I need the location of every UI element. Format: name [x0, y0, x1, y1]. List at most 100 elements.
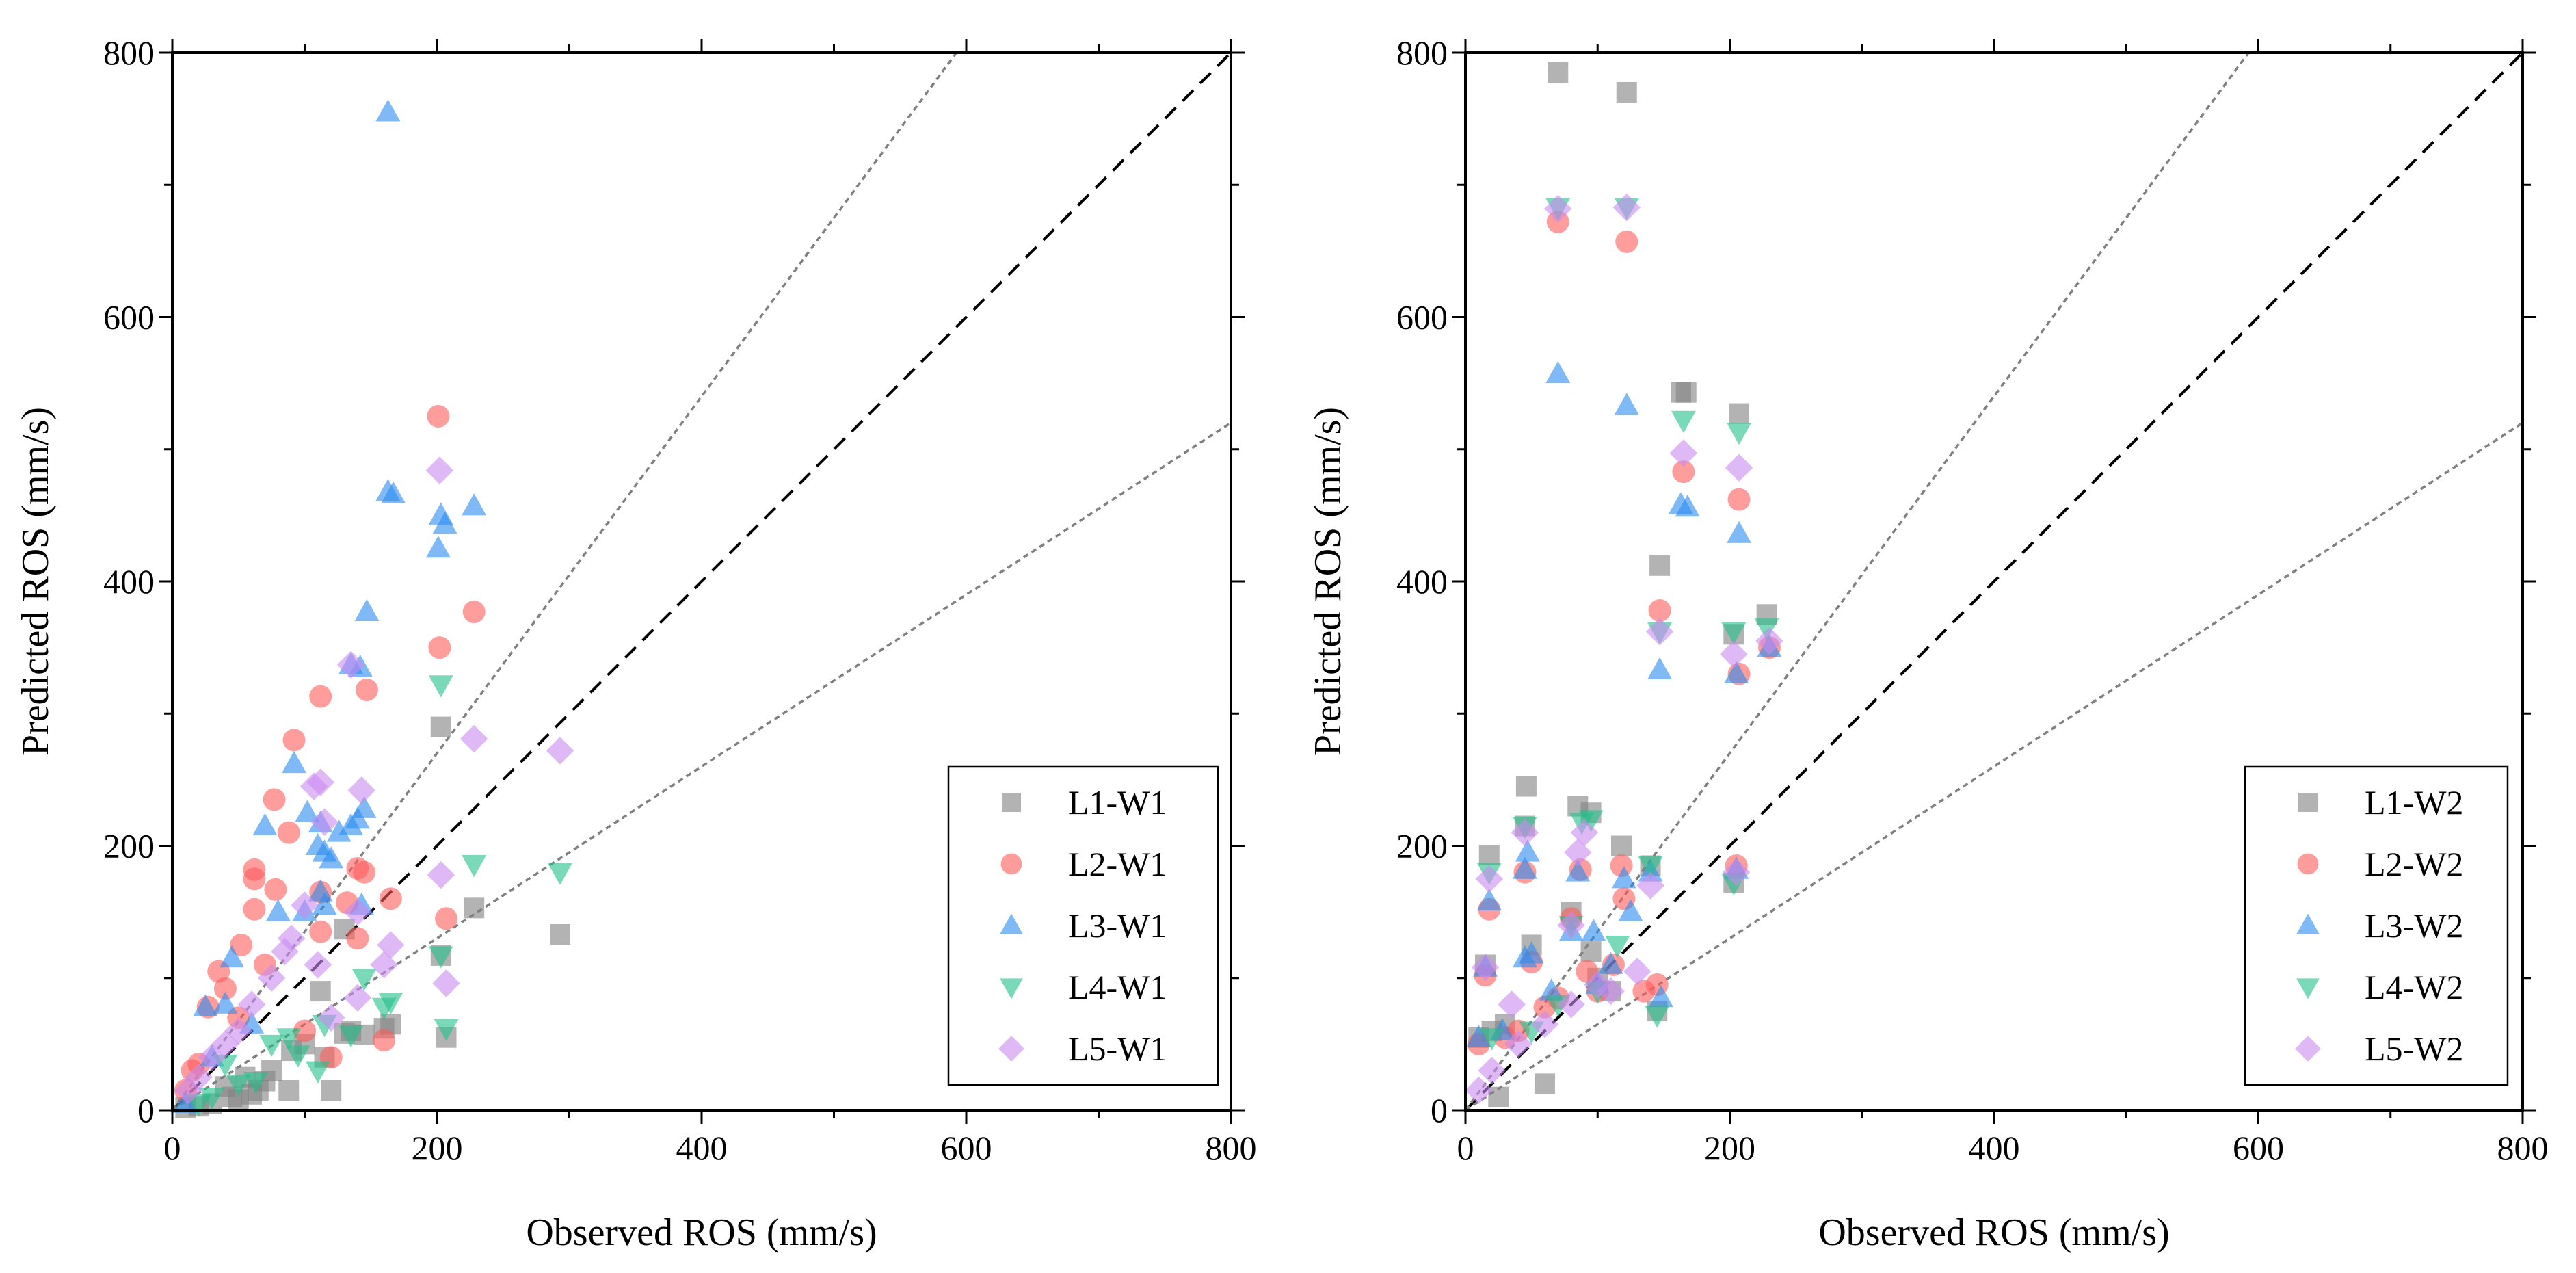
data-point	[1581, 919, 1606, 941]
data-point	[343, 897, 372, 926]
data-point	[432, 512, 457, 534]
data-point	[1597, 977, 1625, 1006]
data-point	[336, 651, 365, 679]
y-tick-label: 600	[1396, 298, 1448, 337]
data-point	[1478, 845, 1500, 866]
data-point	[1534, 1073, 1555, 1094]
data-point	[1727, 521, 1752, 543]
data-point	[1498, 990, 1526, 1019]
data-point	[243, 867, 266, 891]
legend: L1-W2 L2-W2 L3-W2 L4-W2 L5-W2	[2244, 765, 2509, 1086]
data-point	[546, 737, 574, 765]
data-point	[271, 937, 299, 966]
data-point	[1511, 818, 1539, 847]
legend-marker-triangle-down	[2296, 978, 2320, 999]
data-point	[213, 977, 237, 1000]
data-point	[1675, 382, 1697, 403]
data-point	[1548, 62, 1569, 83]
data-point	[1478, 1056, 1506, 1085]
x-tick-label: 800	[2497, 1129, 2549, 1167]
legend-marker-diamond	[2295, 1036, 2321, 1062]
data-point	[371, 997, 397, 1021]
data-point	[276, 1028, 302, 1051]
data-point	[1724, 661, 1749, 683]
data-point	[428, 636, 451, 659]
data-point	[226, 1074, 251, 1097]
data-point	[1725, 454, 1753, 482]
data-point	[346, 927, 369, 950]
legend-marker-triangle-up	[2296, 913, 2320, 934]
data-point	[265, 899, 291, 921]
legend-marker-triangle-down	[1000, 978, 1023, 999]
data-point	[375, 99, 401, 122]
data-point	[1512, 856, 1537, 879]
data-point	[282, 729, 306, 752]
data-point	[1611, 866, 1636, 889]
data-point	[1615, 230, 1638, 253]
data-point	[427, 404, 450, 428]
x-tick-label: 600	[2233, 1129, 2284, 1167]
data-point	[186, 1094, 211, 1117]
data-point	[1618, 899, 1643, 921]
data-point	[309, 920, 332, 943]
data-point	[326, 819, 351, 842]
left-scatter-panel: Observed ROS (mm/s) Predicted ROS (mm/s)…	[14, 34, 1257, 1254]
y-tick-label: 200	[103, 827, 155, 865]
data-point	[428, 946, 453, 969]
data-point	[1647, 657, 1673, 679]
legend-label: L4-W1	[1068, 968, 1167, 1006]
legend-label: L5-W2	[2365, 1029, 2463, 1068]
legend-label: L3-W1	[1068, 906, 1167, 945]
y-tick-label: 800	[1396, 34, 1448, 72]
data-point	[1623, 957, 1651, 986]
y-axis-title: Predicted ROS (mm/s)	[1307, 407, 1349, 756]
legend-label: L2-W1	[1068, 845, 1167, 883]
data-point	[285, 1045, 310, 1068]
reference-line-upper-bound	[1465, 53, 2250, 1110]
legend-label: L3-W2	[2365, 906, 2463, 945]
data-point	[428, 675, 453, 698]
data-point	[434, 1019, 459, 1041]
data-point	[1727, 488, 1751, 511]
data-point	[310, 808, 338, 836]
data-point	[1675, 495, 1700, 517]
data-point	[277, 821, 300, 844]
data-point	[1544, 194, 1572, 223]
data-point	[1479, 1028, 1504, 1051]
data-point	[353, 861, 376, 884]
data-point	[304, 951, 332, 979]
data-point	[1557, 990, 1585, 1019]
right-scatter-panel: Observed ROS (mm/s) Predicted ROS (mm/s)…	[1307, 34, 2549, 1254]
x-tick-label: 800	[1206, 1129, 1257, 1167]
data-point	[370, 951, 398, 979]
data-point	[252, 813, 278, 836]
data-point	[1475, 865, 1504, 893]
data-point	[425, 456, 454, 484]
data-point	[1727, 423, 1752, 445]
data-point	[309, 685, 332, 708]
legend-marker-circle	[1000, 853, 1022, 875]
data-point	[1610, 854, 1633, 877]
data-point	[293, 1019, 316, 1042]
data-point	[319, 846, 344, 869]
data-point	[243, 897, 266, 921]
data-point	[312, 892, 337, 915]
data-point	[1721, 622, 1747, 645]
y-tick-label: 400	[103, 562, 155, 601]
legend-marker-diamond	[998, 1036, 1024, 1062]
legend-marker-triangle-up	[1000, 913, 1023, 934]
data-point	[305, 832, 330, 855]
data-point	[1754, 618, 1779, 641]
data-point	[193, 994, 218, 1016]
legend-marker-square	[2298, 793, 2318, 812]
data-point	[1720, 640, 1748, 668]
x-tick-label: 400	[1969, 1129, 2020, 1167]
data-point	[354, 599, 380, 621]
data-point	[1636, 871, 1664, 900]
data-point	[1614, 393, 1639, 415]
data-point	[317, 1003, 345, 1032]
data-point	[1515, 776, 1537, 797]
data-point	[174, 1076, 202, 1105]
data-point	[379, 887, 402, 910]
